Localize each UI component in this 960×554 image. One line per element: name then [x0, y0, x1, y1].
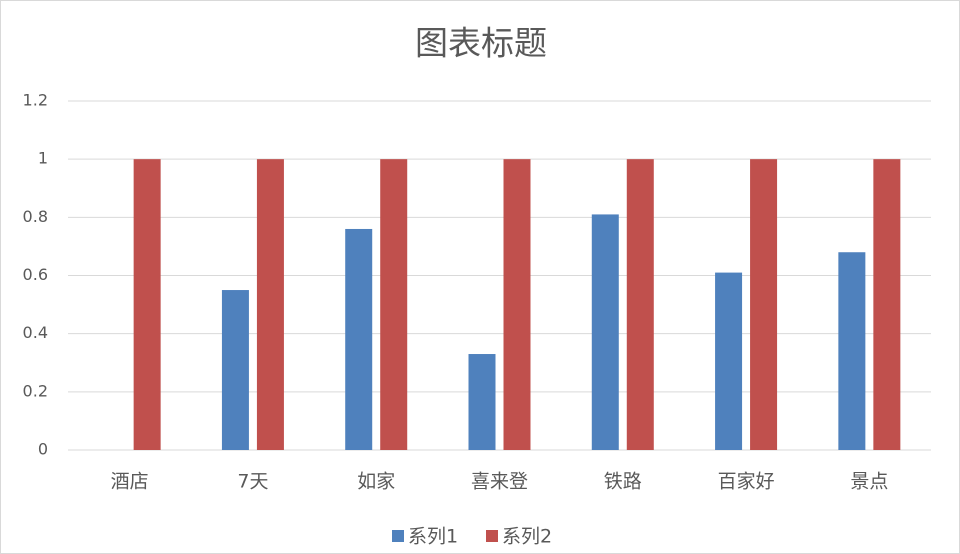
x-tick-label: 7天	[237, 471, 268, 493]
bar	[503, 159, 531, 450]
y-tick-label: 0.6	[23, 265, 48, 284]
x-tick-label: 景点	[850, 471, 888, 493]
y-tick-label: 1.2	[23, 91, 48, 110]
bar	[750, 159, 778, 450]
x-tick-label: 喜来登	[471, 471, 528, 493]
bar	[591, 214, 619, 450]
y-tick-label: 0.8	[23, 207, 48, 226]
bar	[345, 228, 373, 450]
bar	[468, 354, 496, 450]
x-tick-label: 铁路	[604, 471, 642, 493]
legend-swatch	[486, 530, 498, 542]
bar	[133, 159, 161, 450]
x-tick-label: 酒店	[111, 471, 149, 493]
bar	[221, 290, 249, 450]
legend-label: 系列2	[502, 526, 552, 548]
x-tick-label: 百家好	[718, 471, 775, 493]
y-tick-label: 0.4	[23, 323, 48, 342]
bar	[715, 272, 743, 450]
bar	[838, 252, 866, 450]
y-tick-label: 0.2	[23, 381, 48, 400]
y-tick-label: 0	[38, 440, 48, 459]
bar	[626, 159, 654, 450]
bar	[380, 159, 408, 450]
bar	[873, 159, 901, 450]
legend-swatch	[392, 530, 404, 542]
y-tick-label: 1	[38, 149, 48, 168]
chart-title: 图表标题	[415, 24, 547, 63]
bar	[256, 159, 284, 450]
legend-label: 系列1	[408, 526, 458, 548]
x-tick-label: 如家	[357, 471, 395, 493]
